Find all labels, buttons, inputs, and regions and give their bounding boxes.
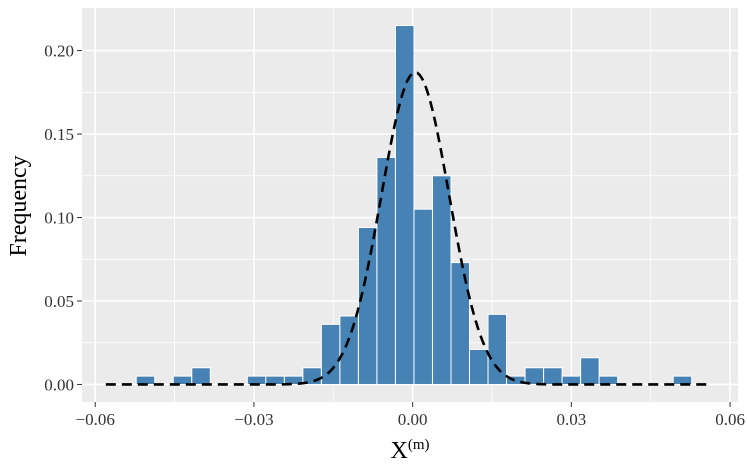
histogram-bar (339, 315, 359, 385)
x-tick-label: 0.00 (398, 410, 428, 429)
density-curve (105, 70, 709, 386)
histogram-bar (543, 367, 563, 385)
histogram-bar (376, 156, 396, 385)
y-tick-label: 0.05 (44, 292, 74, 311)
x-tick-label: −0.03 (234, 410, 273, 429)
x-tick-label: 0.06 (715, 410, 745, 429)
x-axis-title-base: X (390, 438, 407, 464)
y-tick-label: 0.10 (44, 209, 74, 228)
histogram-bar (580, 357, 600, 385)
histogram-bar (469, 348, 489, 385)
histogram-bar (394, 25, 415, 385)
x-tick-label: −0.06 (76, 410, 115, 429)
histogram-bar (431, 175, 452, 385)
axes: −0.06 −0.03 0.00 0.03 0.06 0.00 0.05 0.10 0.15 0.… (44, 42, 745, 429)
x-axis-title: X(m) (390, 437, 429, 464)
histogram-bar (413, 208, 433, 385)
y-tick-label: 0.15 (44, 125, 74, 144)
y-tick-label: 0.20 (44, 42, 74, 61)
histogram-bar (357, 227, 378, 385)
histogram-bar (450, 262, 471, 385)
histogram-bars (135, 25, 693, 385)
y-axis-title: Frequency (6, 155, 32, 256)
histogram-bar (487, 313, 508, 385)
histogram-bar (191, 367, 211, 385)
histogram-bar (320, 323, 341, 385)
x-tick-label: 0.03 (556, 410, 586, 429)
x-axis-title-superscript: (m) (408, 437, 430, 453)
y-tick-label: 0.00 (44, 375, 74, 394)
